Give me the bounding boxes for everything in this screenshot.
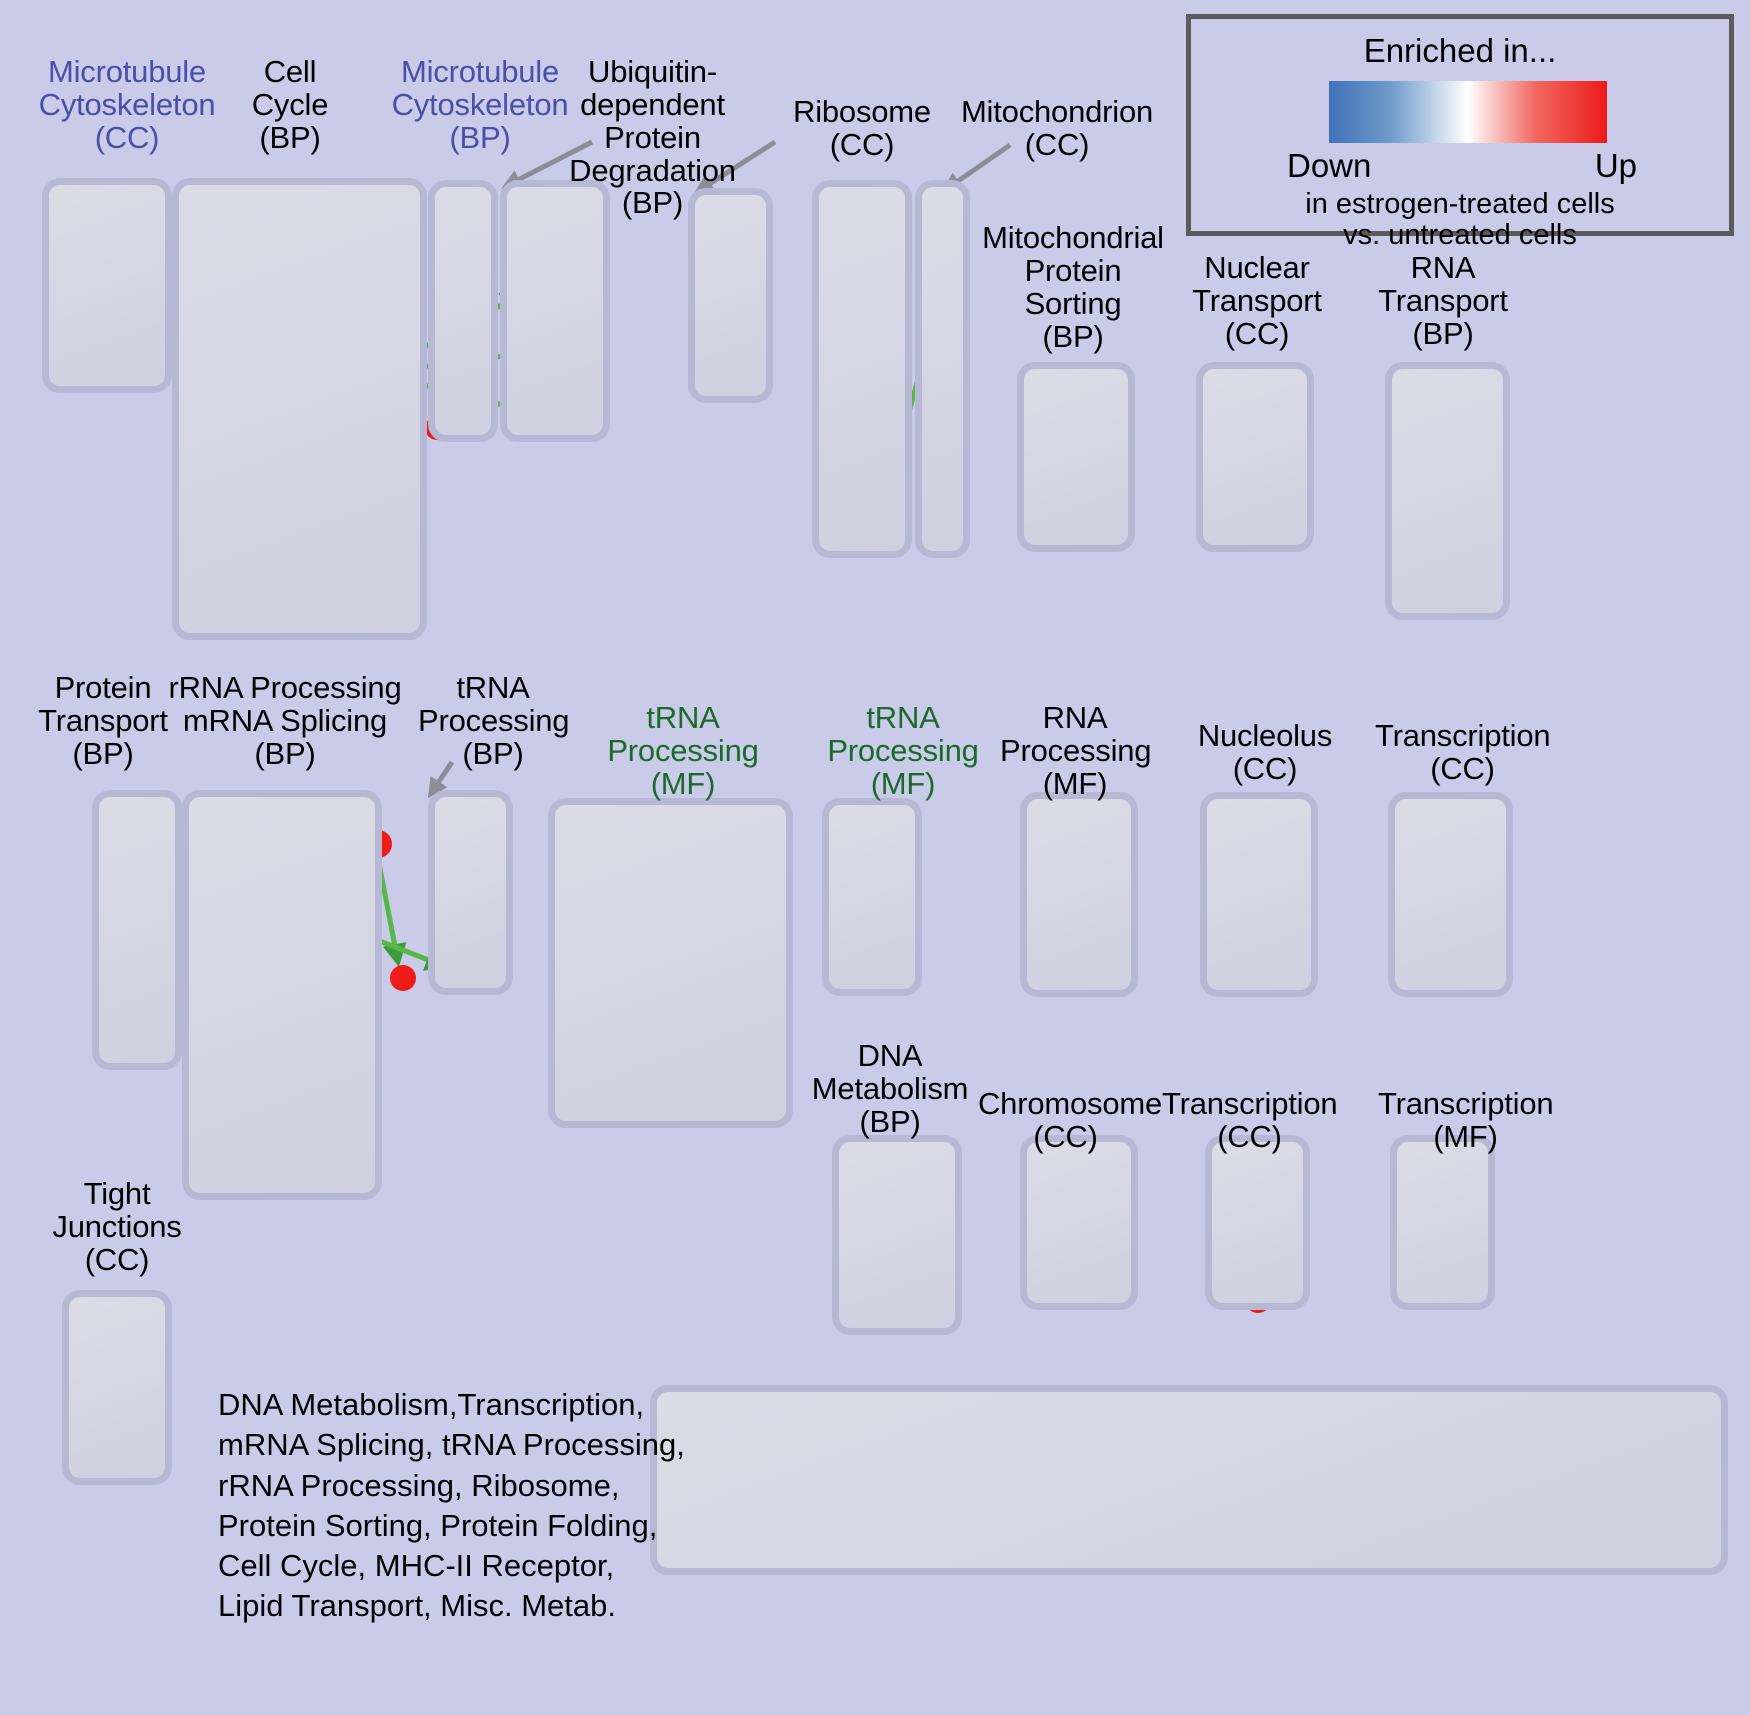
misc-categories-text: DNA Metabolism,Transcription, mRNA Splic… (218, 1387, 685, 1624)
cluster-label-microtubule-cytoskeleton-cc: Microtubule Cytoskeleton (CC) (38, 54, 216, 155)
cluster-label-trna-processing-mf-2: tRNA Processing (MF) (827, 700, 979, 801)
cluster-label-trna-processing-mf-1: tRNA Processing (MF) (607, 700, 759, 801)
cluster-box-microtubule-cytoskeleton-cc (42, 178, 172, 393)
cluster-box-ubiquitin-protein-degradation-bp (500, 180, 610, 442)
cluster-label-trna-processing-bp: tRNA Processing (BP) (418, 670, 570, 771)
cluster-label-microtubule-cytoskeleton-bp: Microtubule Cytoskeleton (BP) (391, 54, 569, 155)
cluster-label-nucleolus-cc: Nucleolus (CC) (1197, 718, 1333, 786)
color-legend: Enriched in... Down Up in estrogen-treat… (1186, 14, 1734, 251)
label-pointer-arrow-ubiquitin-protein-degradation-bp (693, 139, 777, 195)
cluster-box-ribosome-cc (812, 180, 912, 558)
cluster-label-mitochondrial-protein-sorting-bp: Mitochondrial Protein Sorting (BP) (982, 220, 1164, 354)
cluster-box-trna-processing-mf-1 (548, 798, 793, 1128)
cluster-label-transcription-cc-top: Transcription (CC) (1375, 718, 1551, 786)
legend-subtitle: in estrogen-treated cells vs. untreated … (1305, 188, 1615, 252)
cluster-box-trna-processing-bp (428, 790, 513, 995)
legend-up-label: Up (1594, 147, 1637, 184)
cluster-label-rna-transport-bp: RNA Transport (BP) (1378, 250, 1508, 351)
go-term-node[interactable] (390, 965, 416, 991)
cluster-label-protein-transport-bp: Protein Transport (BP) (38, 670, 168, 771)
cluster-label-rrna-mrna-splicing-bp: rRNA Processing mRNA Splicing (BP) (168, 670, 402, 771)
cluster-box-microtubule-cytoskeleton-bp (428, 180, 498, 442)
cluster-label-nuclear-transport-cc: Nuclear Transport (CC) (1192, 250, 1322, 351)
cluster-box-mitochondrion-cc (915, 180, 970, 558)
cluster-box-tight-junctions-cc (62, 1290, 172, 1485)
cluster-box-misc-strip (650, 1385, 1728, 1575)
cluster-box-rna-transport-bp (1385, 362, 1510, 620)
cluster-box-rrna-mrna-splicing-bp (182, 790, 382, 1200)
cluster-label-tight-junctions-cc: Tight Junctions (CC) (52, 1176, 182, 1277)
cluster-label-transcription-cc-bottom: Transcription (CC) (1162, 1086, 1338, 1154)
legend-gradient-bar (1329, 81, 1607, 143)
cluster-box-rna-processing-mf (1020, 792, 1138, 997)
cluster-box-mitochondrial-protein-sorting-bp (1017, 362, 1135, 552)
label-pointer-arrow-trna-processing-bp (427, 760, 455, 799)
cluster-box-cell-cycle-bp (172, 178, 427, 640)
cluster-label-rna-processing-mf: RNA Processing (MF) (1000, 700, 1152, 801)
cluster-label-mitochondrion-cc: Mitochondrion (CC) (960, 94, 1154, 162)
legend-down-label: Down (1287, 147, 1372, 184)
cluster-box-transcription-mf (1390, 1135, 1495, 1310)
cluster-box-protein-transport-bp (92, 790, 182, 1070)
cluster-box-nucleolus-cc (1200, 792, 1318, 997)
cluster-box-trna-processing-mf-2 (822, 798, 922, 996)
label-pointer-arrow-microtubule-cytoskeleton-bp (501, 139, 594, 189)
cluster-label-ubiquitin-protein-degradation-bp: Ubiquitin- dependent Protein Degradation… (569, 54, 736, 221)
cluster-label-cell-cycle-bp: Cell Cycle (BP) (251, 54, 329, 155)
legend-title: Enriched in... (1363, 32, 1557, 69)
cluster-label-transcription-mf: Transcription (MF) (1378, 1086, 1554, 1154)
cluster-box-dna-metabolism-bp (832, 1135, 962, 1335)
cluster-box-chromosome-cc (1020, 1135, 1138, 1310)
cluster-box-nuclear-transport-cc (1196, 362, 1314, 552)
cluster-box-transcription-cc-top (1388, 792, 1513, 997)
cluster-label-dna-metabolism-bp: DNA Metabolism (BP) (811, 1038, 969, 1139)
cluster-label-ribosome-cc: Ribosome (CC) (793, 94, 931, 162)
cluster-label-chromosome-cc: Chromosome (CC) (978, 1086, 1163, 1154)
cluster-box-ubiquitin-chain (688, 188, 773, 403)
cluster-box-transcription-cc-bottom (1205, 1135, 1310, 1310)
